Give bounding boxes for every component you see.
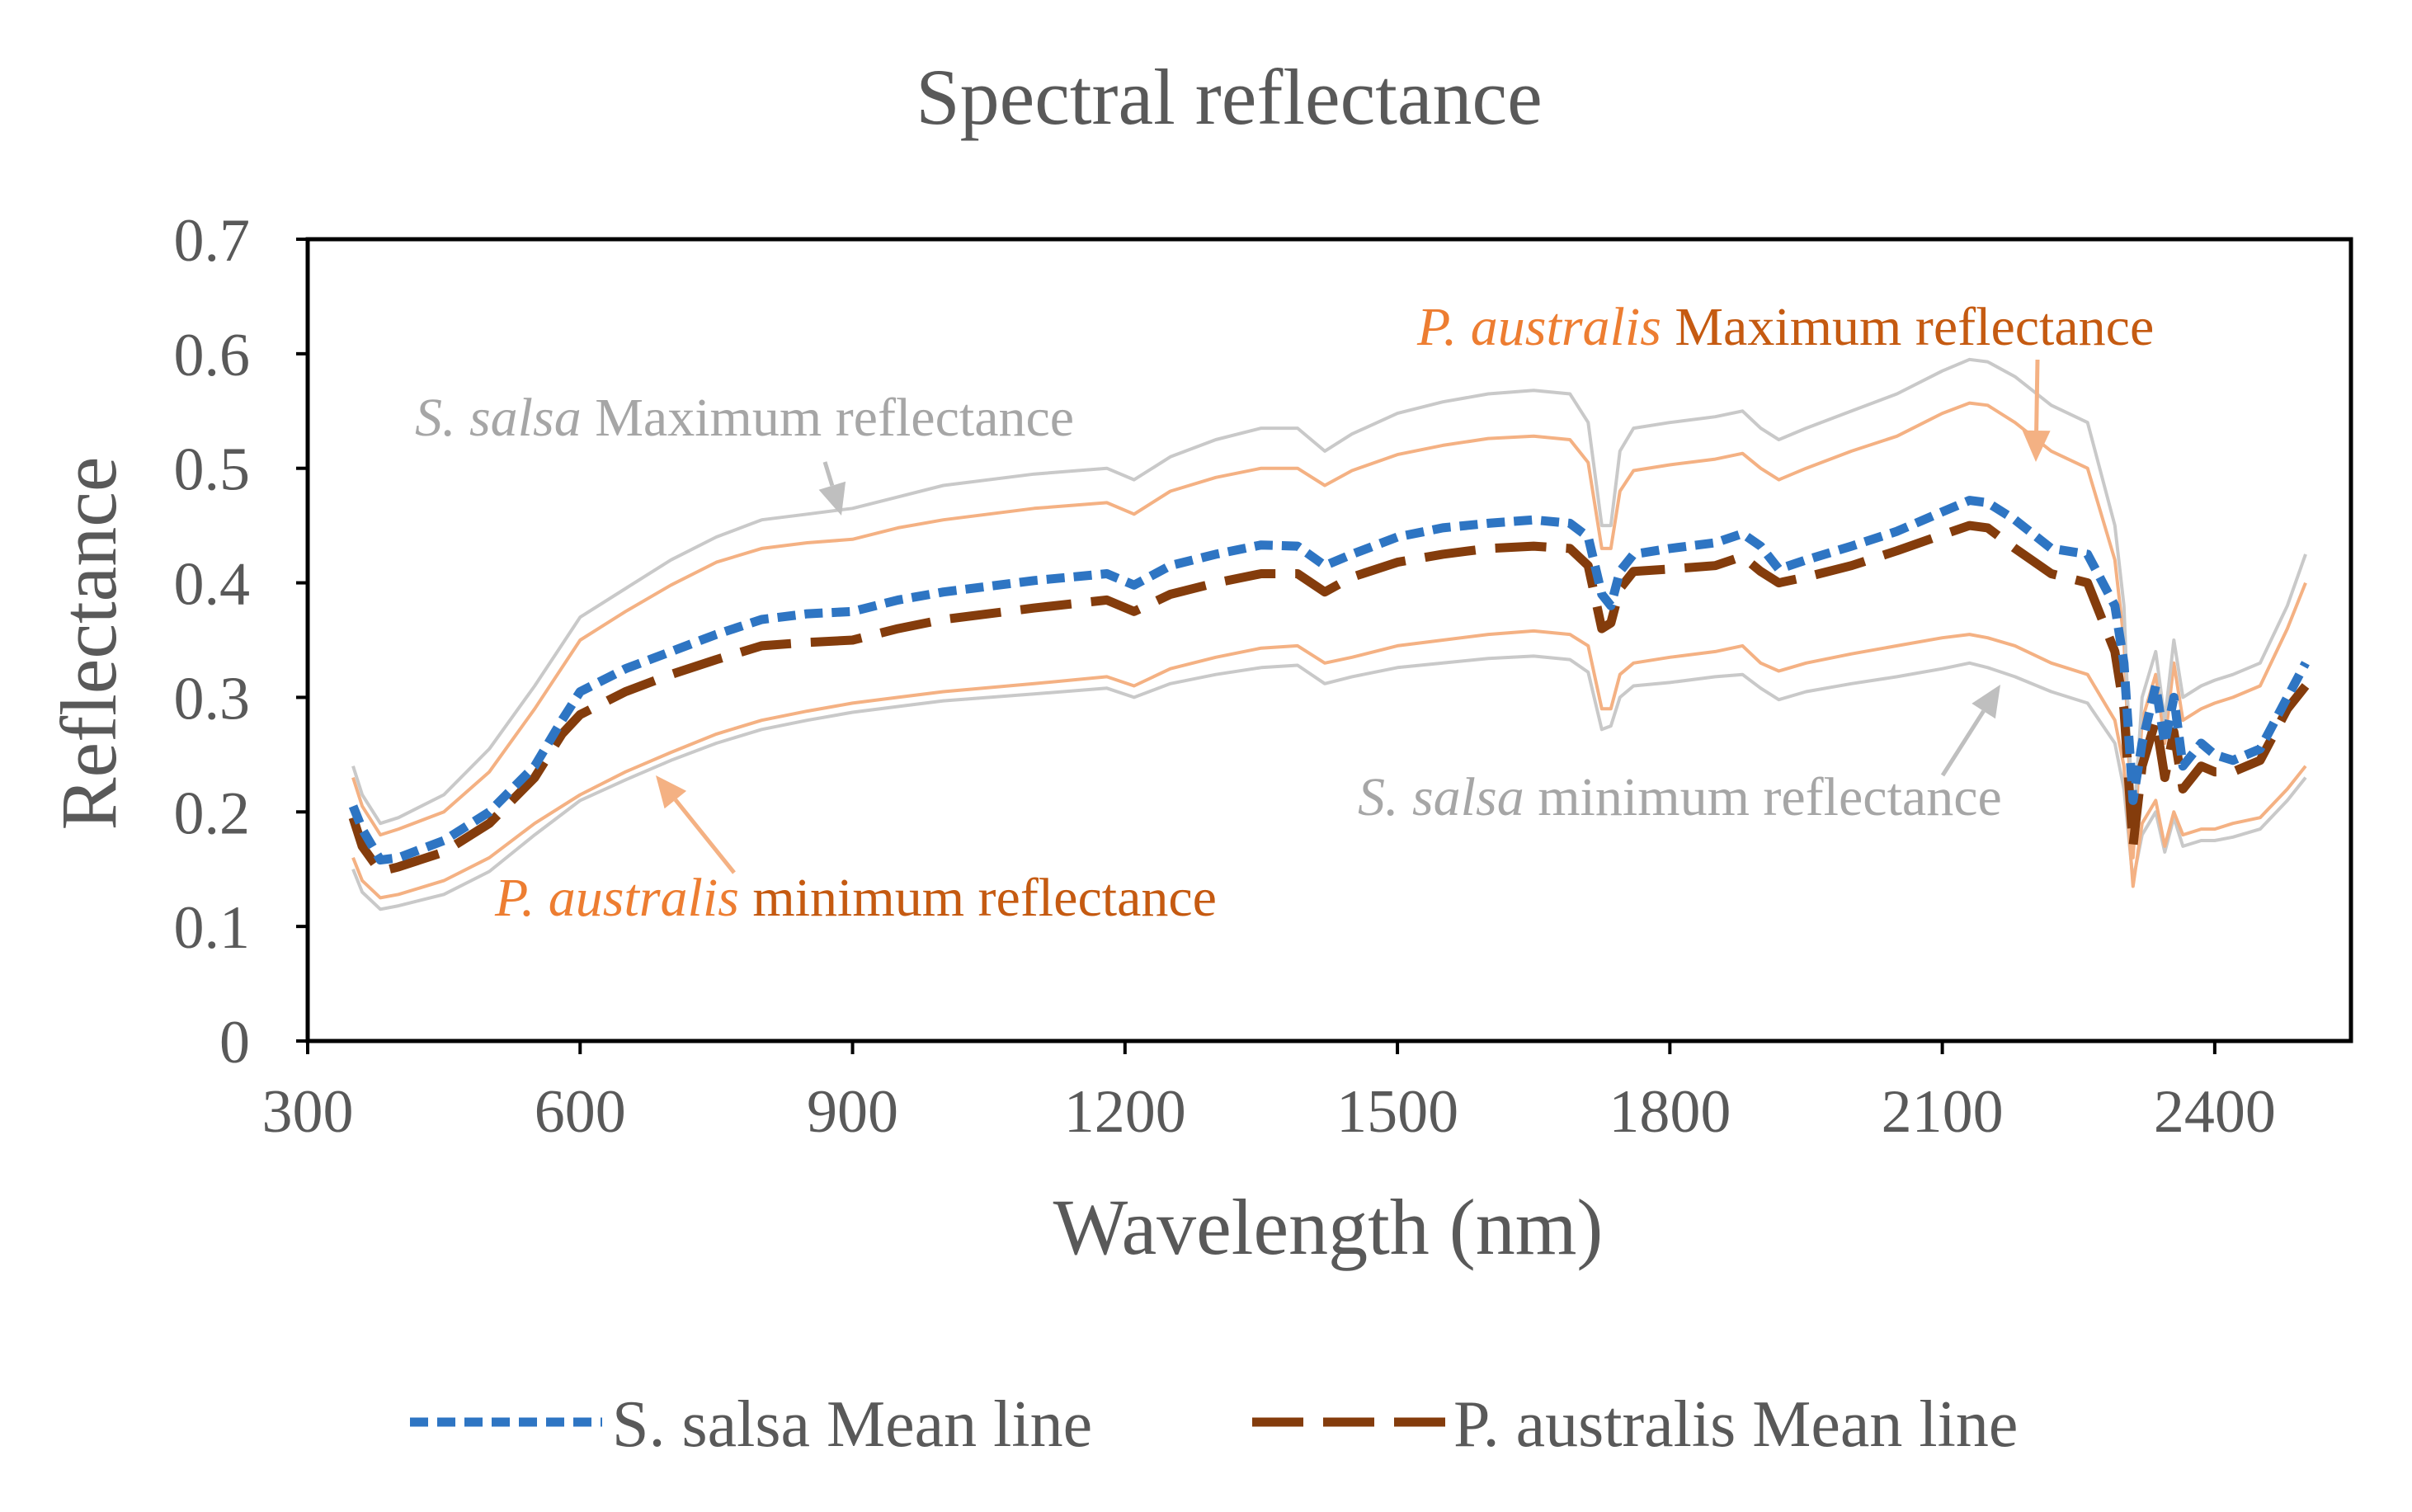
x-tick-label: 2100 (1882, 1078, 2004, 1146)
legend-label-pa-mean: P. australis Mean line (1453, 1388, 2018, 1461)
annotation-arrow-head (2022, 430, 2051, 462)
series-line-pa-mean (348, 520, 2310, 876)
x-tick-label: 1500 (1336, 1078, 1458, 1146)
annotation-label: minimum reflectance (1524, 767, 2002, 827)
annotation-arrow-head (818, 481, 846, 516)
legend: S. salsa Mean line P. australis Mean lin… (410, 1388, 2018, 1461)
annotation-arrow-shaft (1940, 709, 1986, 777)
y-axis-label: Reflectance (45, 457, 133, 831)
x-axis-ticks: 300 600 900 1200 1500 1800 2100 2400 (262, 1041, 2276, 1146)
series-line-pa-min (351, 629, 2307, 900)
annotation-pa-min-note: P. australis minimum reflectance (494, 775, 1217, 928)
x-tick-label: 300 (262, 1078, 354, 1146)
annotation-label: minimum reflectance (739, 868, 1217, 928)
annotation-species: S. salsa (1358, 767, 1524, 827)
annotation-species: P. australis (1416, 297, 1661, 357)
x-tick-label: 1200 (1064, 1078, 1186, 1146)
annotation-arrow-head (1972, 685, 2000, 719)
annotation-label: Maximum reflectance (582, 388, 1074, 448)
y-tick-label: 0.3 (174, 665, 251, 732)
y-tick-label: 0 (219, 1009, 250, 1076)
annotation-pa-max-note: P. australis Maximum reflectance (1416, 297, 2154, 462)
y-tick-label: 0.5 (174, 436, 251, 504)
chart-title: Spectral reflectance (916, 53, 1542, 141)
annotation-species: P. australis (494, 868, 739, 928)
series-line-ss-mean (348, 496, 2310, 865)
annotation-text: P. australis Maximum reflectance (1416, 297, 2154, 357)
y-axis-ticks: 0 0.1 0.2 0.3 0.4 0.5 0.6 0.7 (174, 207, 308, 1076)
y-tick-label: 0.4 (174, 551, 251, 619)
x-tick-label: 1800 (1609, 1078, 1731, 1146)
y-tick-label: 0.1 (174, 894, 251, 962)
annotation-species: S. salsa (415, 388, 582, 448)
x-tick-label: 600 (535, 1078, 626, 1146)
annotation-ss-max-note: S. salsa Maximum reflectance (415, 388, 1074, 516)
x-tick-label: 900 (807, 1078, 898, 1146)
annotation-label: Maximum reflectance (1661, 297, 2154, 357)
annotation-text: S. salsa minimum reflectance (1358, 767, 2002, 827)
series-layer (348, 357, 2310, 911)
y-tick-label: 0.7 (174, 207, 251, 275)
annotation-arrow-head (656, 775, 687, 809)
annotation-arrow-shaft (673, 798, 736, 874)
x-axis-label: Wavelength (nm) (1053, 1183, 1604, 1271)
plot-frame (305, 237, 2353, 1043)
x-tick-label: 2400 (2154, 1078, 2276, 1146)
annotation-text: S. salsa Maximum reflectance (415, 388, 1074, 448)
legend-label-ss-mean: S. salsa Mean line (612, 1388, 1092, 1461)
annotation-ss-min-note: S. salsa minimum reflectance (1358, 685, 2002, 827)
annotation-arrow-shaft (822, 461, 835, 487)
y-tick-label: 0.2 (174, 780, 251, 847)
annotation-text: P. australis minimum reflectance (494, 868, 1217, 928)
y-tick-label: 0.6 (174, 322, 251, 389)
